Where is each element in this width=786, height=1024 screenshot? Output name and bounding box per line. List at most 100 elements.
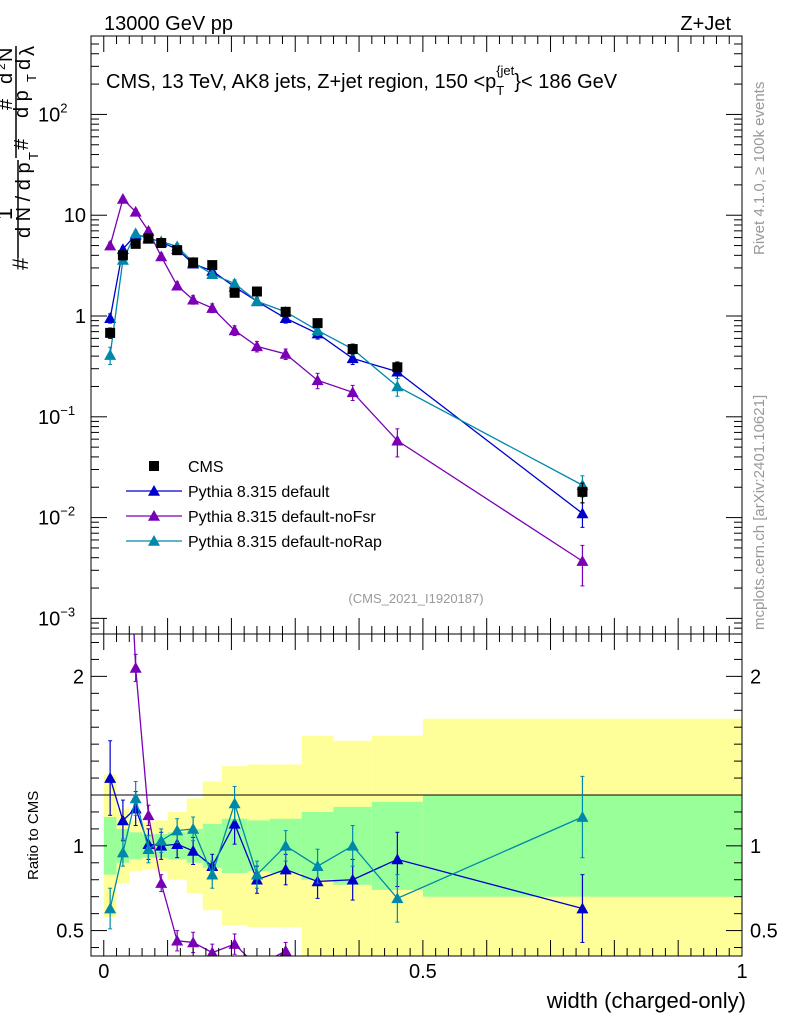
ratio-point — [171, 824, 184, 836]
data-point — [206, 302, 219, 313]
ratio-point — [228, 797, 241, 809]
ratio-point — [129, 792, 142, 804]
ratio-point — [142, 809, 155, 821]
ratio-point — [228, 817, 241, 829]
svg-text:d: d — [13, 59, 35, 70]
data-point — [116, 192, 129, 204]
data-point — [206, 268, 219, 279]
data-point — [105, 327, 116, 338]
data-point — [104, 239, 117, 251]
svg-text:λ: λ — [17, 46, 39, 56]
svg-text:T: T — [24, 74, 39, 82]
ratio-series — [104, 399, 589, 971]
data-point — [172, 245, 183, 256]
x-tick-label: 0 — [98, 961, 109, 983]
legend: CMS Pythia 8.315 default Pythia 8.315 defa… — [126, 459, 382, 551]
series-3 — [104, 227, 589, 498]
data-point — [279, 347, 292, 359]
ratio-point — [187, 822, 200, 834]
data-point — [207, 260, 218, 271]
x-axis-label: width (charged-only) — [546, 988, 746, 1013]
svg-text:#: # — [11, 138, 33, 150]
data-point — [130, 238, 141, 249]
series-line — [109, 232, 583, 486]
ratio-point — [576, 811, 589, 822]
svg-text:d N / d p: d N / d p — [13, 162, 35, 238]
stat-band — [247, 820, 270, 872]
data-point — [117, 250, 128, 261]
data-point — [156, 238, 167, 249]
ratio-point — [116, 846, 129, 858]
ratio-point — [117, 399, 129, 410]
legend-marker — [149, 461, 159, 471]
data-point — [391, 434, 404, 446]
data-point — [229, 287, 240, 298]
data-point — [228, 324, 241, 336]
data-point — [346, 352, 359, 364]
svg-text:T: T — [26, 152, 41, 160]
ratio-panel: 0.5 0.51 12 20 0.5 1 Ratio to CMS width (char… — [25, 399, 778, 1013]
data-point — [155, 250, 168, 262]
ratio-point — [311, 860, 324, 871]
svg-text:N: N — [0, 48, 17, 62]
data-point — [142, 224, 155, 236]
main-yticklabels: 10−3 10−2 10−1 1 10 102 — [38, 100, 86, 630]
ratio-point — [251, 960, 263, 971]
x-tick-label: 1 — [736, 961, 747, 983]
svg-text:d: d — [0, 73, 17, 84]
legend-label: Pythia 8.315 default-noRap — [188, 534, 382, 551]
ratio-point — [155, 834, 168, 846]
ratio-point — [576, 902, 589, 914]
ratio-point — [187, 936, 200, 948]
data-point — [576, 507, 589, 519]
ratio-point — [171, 934, 184, 946]
legend-label: Pythia 8.315 default — [188, 484, 330, 501]
svg-text:1: 1 — [0, 208, 17, 220]
main-ylabel: # d N / d p T 1 # d p T d λ # d 2 N — [0, 46, 41, 270]
y-tick-label: 10−2 — [38, 504, 75, 530]
ratio-ticklabels: 0.5 0.51 12 20 0.5 1 — [56, 666, 778, 983]
data-point — [250, 295, 263, 307]
ratio-point — [391, 853, 404, 865]
ratio-y-tick-label-right: 1 — [750, 836, 761, 858]
chart-title: CMS, 13 TeV, AK8 jets, Z+jet region, 150… — [106, 63, 618, 98]
ratio-y-tick-label: 1 — [73, 836, 84, 858]
x-tick-label: 0.5 — [409, 961, 437, 983]
y-tick-label: 10−3 — [38, 604, 75, 630]
data-point — [104, 349, 117, 360]
series-1 — [104, 228, 589, 528]
legend-label: Pythia 8.315 default-noFsr — [188, 509, 376, 526]
main-ticks — [91, 35, 743, 635]
data-point — [312, 318, 323, 329]
ratio-point — [391, 892, 404, 904]
data-point — [188, 257, 199, 268]
ratio-point — [171, 838, 184, 849]
svg-text:#: # — [0, 98, 17, 110]
stat-band — [103, 817, 117, 875]
ratio-point — [279, 839, 292, 851]
ratio-y-tick-label-right: 0.5 — [750, 921, 778, 943]
data-point — [311, 324, 324, 336]
data-point — [129, 227, 142, 239]
svg-text:#: # — [8, 257, 33, 270]
y-tick-label: 10−1 — [38, 403, 75, 429]
series-0 — [105, 233, 588, 504]
ratio-point — [104, 772, 117, 783]
series-line — [109, 234, 583, 514]
header-left: 13000 GeV pp — [104, 13, 233, 35]
legend-marker — [148, 510, 160, 521]
y-tick-label: 102 — [38, 100, 67, 126]
data-point — [228, 277, 241, 289]
data-point — [171, 279, 184, 291]
data-point — [392, 362, 403, 373]
main-series — [104, 192, 589, 587]
ratio-ticks — [91, 634, 743, 956]
ratio-point — [142, 843, 155, 855]
ratio-series-group — [104, 399, 589, 971]
ratio-bands — [103, 718, 742, 956]
data-point — [347, 344, 358, 355]
ratio-point — [116, 814, 129, 826]
header-right: Z+Jet — [680, 13, 731, 35]
mcplots-label: mcplots.cern.ch [arXiv:2401.10621] — [751, 395, 768, 630]
